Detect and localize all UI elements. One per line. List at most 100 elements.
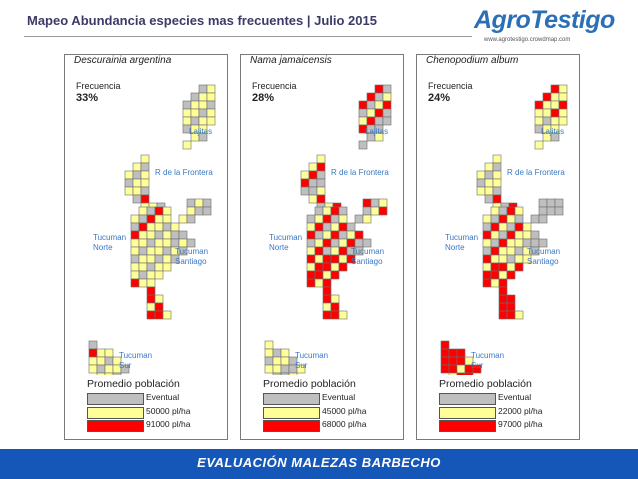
region-label-norte: Tucuman Norte bbox=[445, 233, 479, 252]
map-cell bbox=[288, 372, 298, 375]
map-cell bbox=[140, 186, 150, 196]
legend-row-high: 91000 pl/ha bbox=[87, 419, 217, 432]
map-cell bbox=[182, 140, 192, 150]
map-cell bbox=[314, 238, 324, 248]
map-cell bbox=[322, 286, 332, 296]
map-cell bbox=[138, 278, 148, 288]
map-cell bbox=[550, 132, 560, 142]
map-cell bbox=[484, 162, 494, 172]
logo-text: AgroTestigo bbox=[474, 6, 615, 34]
legend-title: Promedio población bbox=[263, 378, 356, 390]
map-cell bbox=[550, 116, 560, 126]
map-cell bbox=[194, 206, 204, 216]
map-cell bbox=[314, 262, 324, 272]
map-cell bbox=[492, 170, 502, 180]
map-cell bbox=[264, 356, 274, 366]
map-cell bbox=[130, 246, 140, 256]
map-cell bbox=[88, 364, 98, 374]
map-cell bbox=[186, 206, 196, 216]
region-label-santiago: Tucuman Santiago bbox=[175, 247, 209, 266]
map-cell bbox=[506, 238, 516, 248]
map-cell bbox=[374, 116, 384, 126]
map-cell bbox=[514, 310, 524, 320]
map-cell bbox=[538, 206, 548, 216]
map-cell bbox=[186, 214, 196, 224]
map-cell bbox=[358, 108, 368, 118]
map-cell bbox=[130, 262, 140, 272]
map-cell bbox=[542, 108, 552, 118]
region-label-frontera: R de la Frontera bbox=[155, 168, 213, 177]
map-cell bbox=[362, 206, 372, 216]
map-cell bbox=[378, 206, 388, 216]
map-cell bbox=[206, 100, 216, 110]
map-cell bbox=[308, 170, 318, 180]
map-cell bbox=[330, 246, 340, 256]
map-cell bbox=[498, 222, 508, 232]
map-cell bbox=[154, 222, 164, 232]
map-cell bbox=[514, 206, 524, 216]
map-cell bbox=[154, 214, 164, 224]
map-cell bbox=[456, 348, 466, 358]
map-cell bbox=[140, 170, 150, 180]
map-cell bbox=[314, 254, 324, 264]
map-cell bbox=[534, 116, 544, 126]
map-cell bbox=[440, 348, 450, 358]
map-cell bbox=[124, 186, 134, 196]
map-cell bbox=[154, 302, 164, 312]
legend-swatch-medium bbox=[87, 407, 144, 419]
map-cell bbox=[190, 92, 200, 102]
map-cell bbox=[96, 364, 106, 374]
map-cell bbox=[322, 206, 332, 216]
map-cell bbox=[558, 92, 568, 102]
abundance-map bbox=[88, 84, 216, 375]
region-label-santiago: Tucuman Santiago bbox=[527, 247, 561, 266]
map-cell bbox=[162, 310, 172, 320]
central-cluster bbox=[130, 198, 212, 320]
map-cell bbox=[316, 162, 326, 172]
map-cell bbox=[448, 364, 458, 374]
map-cell bbox=[522, 230, 532, 240]
map-cell bbox=[542, 100, 552, 110]
species-name: Descurainia argentina bbox=[74, 55, 172, 66]
frequency-label: Frecuencia bbox=[428, 81, 473, 91]
map-cell bbox=[498, 294, 508, 304]
region-label-sur: Tucuman Sur bbox=[295, 351, 329, 370]
map-cell bbox=[530, 230, 540, 240]
map-cell bbox=[104, 364, 114, 374]
sur-cluster bbox=[88, 340, 130, 375]
map-cell bbox=[162, 214, 172, 224]
map-cell bbox=[178, 238, 188, 248]
map-cell bbox=[490, 230, 500, 240]
map-cell bbox=[194, 198, 204, 208]
map-cell bbox=[492, 162, 502, 172]
map-cell bbox=[482, 230, 492, 240]
map-cell bbox=[132, 162, 142, 172]
map-cell bbox=[354, 238, 364, 248]
map-cell bbox=[198, 132, 208, 142]
map-cell bbox=[490, 246, 500, 256]
map-cell bbox=[506, 254, 516, 264]
map-cell bbox=[338, 238, 348, 248]
map-cell bbox=[154, 230, 164, 240]
legend-label-medium: 50000 pl/ha bbox=[146, 406, 191, 416]
frequency-value: 33% bbox=[76, 92, 99, 104]
map-cell bbox=[506, 230, 516, 240]
map-cell bbox=[338, 246, 348, 256]
map-cell bbox=[306, 270, 316, 280]
map-cell bbox=[530, 238, 540, 248]
map-cell bbox=[382, 100, 392, 110]
map-cell bbox=[482, 270, 492, 280]
map-cell bbox=[130, 230, 140, 240]
map-cell bbox=[498, 214, 508, 224]
map-cell bbox=[146, 286, 156, 296]
map-cell bbox=[186, 238, 196, 248]
map-cell bbox=[534, 108, 544, 118]
map-cell bbox=[280, 348, 290, 358]
map-cell bbox=[316, 194, 326, 204]
map-cell bbox=[182, 100, 192, 110]
map-cell bbox=[506, 270, 516, 280]
map-cell bbox=[362, 198, 372, 208]
map-cell bbox=[522, 254, 532, 264]
map-cell bbox=[308, 194, 318, 204]
map-cell bbox=[138, 262, 148, 272]
